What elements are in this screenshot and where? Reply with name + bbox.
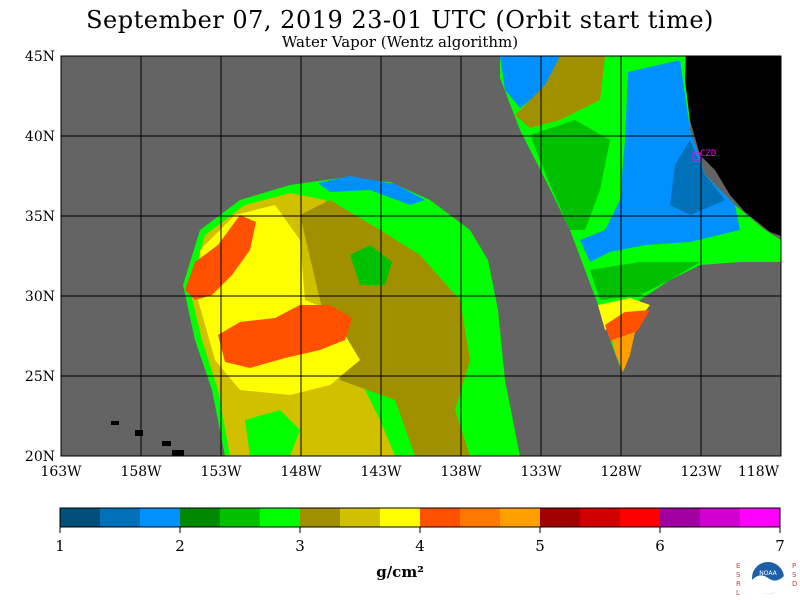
colorbar-swatch — [220, 508, 261, 527]
colorbar-swatch — [340, 508, 381, 527]
colorbar-swatch — [580, 508, 621, 527]
noaa-emblem-icon: NOAA — [750, 560, 786, 596]
colorbar — [60, 508, 781, 527]
colorbar-tick-label: 2 — [175, 537, 185, 555]
swath-left-olive — [300, 200, 470, 456]
noaa-esrl-psd-logo: ESRL NOAA PSD — [736, 556, 800, 600]
swath-right-darkgreen — [530, 120, 610, 230]
latitude-labels: 45N 40N 35N 30N 25N 20N — [25, 49, 55, 465]
colorbar-tick-label: 6 — [655, 537, 665, 555]
lon-label-143w: 143W — [360, 464, 402, 480]
lat-label-25n: 25N — [25, 369, 55, 385]
hawaiian-islands — [111, 421, 184, 456]
station-czd-marker: CZD — [692, 149, 716, 161]
colorbar-swatch — [380, 508, 421, 527]
colorbar-unit-label: g/cm² — [376, 563, 424, 581]
swath-right-amber-tip — [612, 332, 635, 372]
lon-label-128w: 128W — [600, 464, 642, 480]
lon-label-158w: 158W — [120, 464, 162, 480]
colorbar-tick-label: 5 — [535, 537, 545, 555]
colorbar-tick-label: 3 — [295, 537, 305, 555]
colorbar-swatch — [460, 508, 501, 527]
colorbar-swatch — [260, 508, 301, 527]
lon-label-148w: 148W — [280, 464, 322, 480]
colorbar-ticks: 1 2 3 4 5 6 7 — [55, 527, 785, 555]
lon-label-133w: 133W — [520, 464, 562, 480]
colorbar-swatch — [700, 508, 741, 527]
grid-lines — [61, 56, 781, 456]
colorbar-swatch — [100, 508, 141, 527]
lat-label-30n: 30N — [25, 289, 55, 305]
map-subtitle: Water Vapor (Wentz algorithm) — [281, 33, 519, 51]
lon-label-118w: 118W — [738, 464, 780, 480]
station-czd-label: CZD — [700, 149, 716, 159]
colorbar-swatch — [500, 508, 541, 527]
colorbar-tick-label: 1 — [55, 537, 65, 555]
logo-left-letters: ESRL — [736, 562, 741, 597]
swath-right-blue-main — [580, 60, 740, 262]
colorbar-tick-label: 7 — [775, 537, 785, 555]
colorbar-swatch — [660, 508, 701, 527]
lat-label-45n: 45N — [25, 49, 55, 65]
lon-label-123w: 123W — [680, 464, 722, 480]
map-frame — [60, 55, 782, 457]
colorbar-swatch — [620, 508, 661, 527]
lon-label-138w: 138W — [440, 464, 482, 480]
swath-right-green-south — [590, 262, 700, 300]
colorbar-swatch — [740, 508, 781, 527]
colorbar-swatch — [140, 508, 181, 527]
map-title: September 07, 2019 23-01 UTC (Orbit star… — [86, 6, 714, 34]
swath-right-olive — [515, 56, 605, 128]
colorbar-swatch — [300, 508, 341, 527]
lat-label-20n: 20N — [25, 449, 55, 465]
logo-right-letters: PSD — [792, 562, 798, 588]
left-swath — [183, 176, 520, 456]
colorbar-swatch — [540, 508, 581, 527]
swath-right-orange-tip — [605, 310, 650, 345]
swath-right-blue-dark — [670, 140, 725, 215]
lon-label-163w: 163W — [40, 464, 82, 480]
swath-right-blue-north — [500, 56, 560, 108]
swath-left-orange-mid — [218, 305, 352, 368]
colorbar-swatch — [420, 508, 461, 527]
colorbar-tick-label: 4 — [415, 537, 425, 555]
land-north-america — [685, 56, 781, 236]
longitude-labels: 163W 158W 153W 148W 143W 138W 133W 128W 123W 118W — [40, 464, 779, 480]
swath-left-green-south — [245, 410, 300, 456]
swath-left-blue — [318, 176, 425, 205]
lat-label-40n: 40N — [25, 129, 55, 145]
colorbar-swatch — [180, 508, 221, 527]
lon-label-153w: 153W — [200, 464, 242, 480]
svg-text:NOAA: NOAA — [759, 570, 777, 577]
colorbar-swatch — [60, 508, 101, 527]
right-swath — [500, 56, 781, 372]
lat-label-35n: 35N — [25, 209, 55, 225]
